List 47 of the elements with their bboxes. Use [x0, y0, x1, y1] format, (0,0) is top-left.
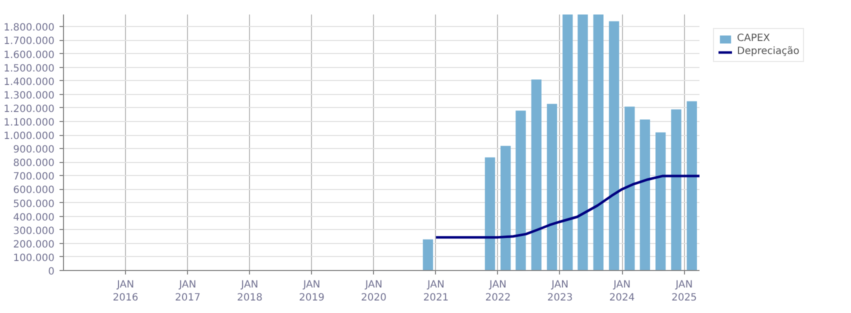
y-tick-label: 0 — [48, 266, 55, 278]
y-tick-label: 1.600.000 — [4, 50, 55, 61]
bar — [624, 106, 635, 270]
y-tick-label: 700.000 — [13, 172, 55, 183]
bar — [531, 80, 542, 270]
x-tick-label: JAN 2019 — [299, 280, 324, 304]
x-tick-label: JAN 2024 — [609, 280, 635, 304]
x-tick-label: JAN 2018 — [237, 280, 262, 304]
y-tick-label: 1.000.000 — [4, 131, 55, 142]
y-tick-label: 300.000 — [13, 226, 55, 237]
y-tick-label: 1.500.000 — [4, 63, 55, 74]
legend-label: Depreciação — [737, 46, 800, 57]
x-tick-label: JAN 2022 — [485, 280, 511, 304]
bar — [640, 119, 650, 270]
y-tick-label: 1.200.000 — [4, 104, 55, 115]
x-tick-label: JAN 2016 — [112, 280, 138, 304]
bar — [686, 101, 697, 270]
x-tick-label: JAN 2023 — [547, 280, 573, 304]
y-tick-label: 800.000 — [13, 158, 55, 170]
y-tick-label: 1.700.000 — [4, 36, 55, 48]
bar — [562, 14, 573, 270]
y-tick-label: 1.300.000 — [4, 90, 55, 102]
bar — [484, 157, 496, 270]
y-tick-label: 900.000 — [13, 144, 55, 156]
x-tick-label: JAN 2025 — [671, 280, 697, 304]
bar — [578, 14, 588, 270]
bar — [516, 110, 526, 270]
x-tick-label: JAN 2017 — [174, 280, 200, 304]
bar — [593, 14, 604, 270]
bar — [422, 239, 434, 270]
bar — [655, 132, 666, 270]
bar — [500, 146, 511, 270]
y-tick-label: 600.000 — [13, 185, 55, 196]
legend-label: CAPEX — [737, 33, 770, 44]
x-tick-label: JAN 2021 — [423, 280, 449, 304]
y-tick-label: 1.400.000 — [4, 76, 55, 88]
y-tick-label: 200.000 — [13, 239, 55, 250]
bar — [671, 109, 682, 270]
bar — [608, 21, 620, 270]
line-series — [434, 174, 700, 239]
y-tick-label: 1.800.000 — [4, 22, 55, 34]
y-tick-label: 400.000 — [13, 212, 55, 224]
x-tick-label: JAN 2020 — [361, 280, 386, 304]
y-tick-label: 1.100.000 — [4, 118, 55, 129]
y-tick-label: 100.000 — [13, 252, 55, 264]
bar — [546, 104, 558, 270]
y-tick-label: 500.000 — [13, 198, 55, 210]
